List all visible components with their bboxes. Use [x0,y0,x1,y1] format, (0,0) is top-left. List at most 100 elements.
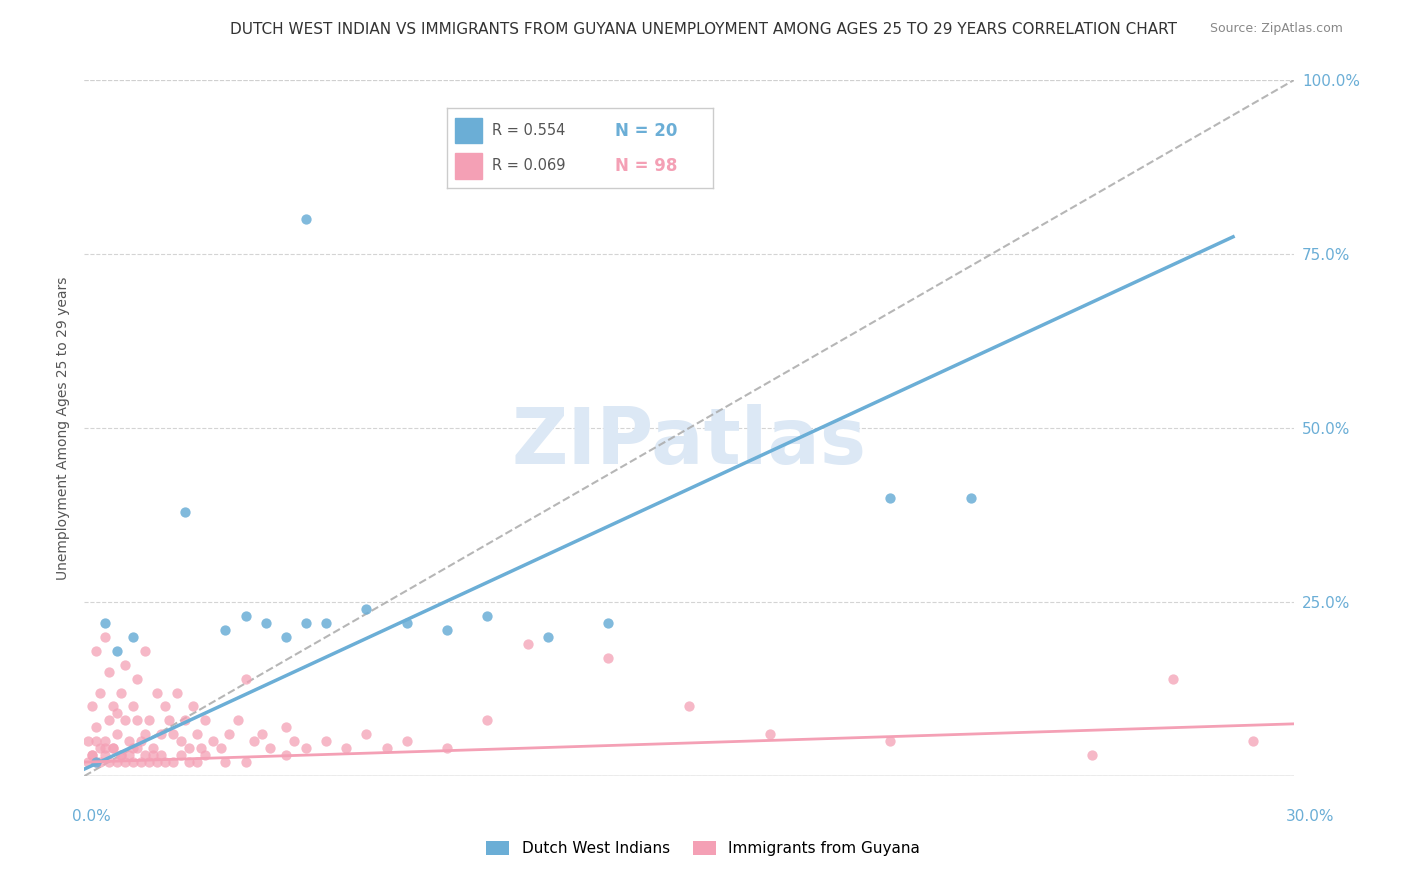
Text: 0.0%: 0.0% [72,809,111,823]
Point [125,672,148,686]
Point [179,755,201,769]
Bar [456,118,482,144]
Point [149,727,172,741]
Point [93,734,115,748]
Point [194,748,217,763]
Point [295,615,318,630]
Point [879,734,901,748]
Point [202,734,225,748]
Bar [456,153,482,178]
Point [395,734,418,748]
Point [235,672,257,686]
Point [186,727,208,741]
Point [254,615,277,630]
Point [125,741,148,756]
Point [315,615,337,630]
Point [105,755,128,769]
Text: R = 0.069: R = 0.069 [492,158,565,173]
Point [250,727,273,741]
Point [77,734,100,748]
Point [129,734,152,748]
Point [121,755,143,769]
Point [170,748,193,763]
Text: DUTCH WEST INDIAN VS IMMIGRANTS FROM GUYANA UNEMPLOYMENT AMONG AGES 25 TO 29 YEA: DUTCH WEST INDIAN VS IMMIGRANTS FROM GUY… [229,22,1177,37]
Point [86,720,108,734]
Point [516,637,538,651]
Point [114,657,136,672]
Point [375,741,398,756]
Point [477,609,499,624]
Point [97,714,120,728]
Point [129,755,152,769]
Point [114,714,136,728]
Point [82,748,104,763]
Point [335,741,357,756]
Point [179,741,201,756]
Point [97,755,120,769]
Point [170,734,193,748]
Point [166,685,188,699]
Point [315,734,337,748]
Point [93,630,115,644]
Point [77,755,100,769]
Point [125,714,148,728]
Text: R = 0.554: R = 0.554 [492,123,565,138]
Point [86,755,108,769]
Point [295,212,318,227]
Point [118,734,141,748]
Point [89,741,111,756]
Point [121,741,143,756]
Point [226,714,249,728]
Point [395,615,418,630]
Point [86,644,108,658]
Point [105,644,128,658]
Point [477,714,499,728]
Point [537,630,560,644]
Point [181,699,204,714]
Point [598,615,620,630]
Point [134,748,156,763]
Point [142,741,165,756]
Point [218,727,240,741]
Point [1241,734,1264,748]
Point [105,727,128,741]
Point [105,706,128,721]
Point [295,741,318,756]
Point [274,720,297,734]
Point [283,734,305,748]
Point [93,615,115,630]
Point [82,699,104,714]
Point [598,650,620,665]
Point [138,714,160,728]
Point [1081,748,1104,763]
Point [86,734,108,748]
Point [356,727,378,741]
Point [153,699,176,714]
Text: N = 98: N = 98 [614,157,678,175]
Point [214,755,236,769]
Point [110,748,132,763]
Point [174,714,197,728]
Text: N = 20: N = 20 [614,121,678,139]
Point [86,755,108,769]
Point [146,685,169,699]
Point [1161,672,1184,686]
Point [162,727,184,741]
Point [678,699,700,714]
Point [436,741,458,756]
Point [274,748,297,763]
Point [960,491,983,505]
Point [153,755,176,769]
Point [93,741,115,756]
Point [174,505,197,519]
Point [97,665,120,679]
Point [114,755,136,769]
Y-axis label: Unemployment Among Ages 25 to 29 years: Unemployment Among Ages 25 to 29 years [56,277,70,580]
Text: ZIPatlas: ZIPatlas [512,404,866,480]
Point [101,699,124,714]
Text: Source: ZipAtlas.com: Source: ZipAtlas.com [1209,22,1343,36]
Point [209,741,232,756]
Point [356,602,378,616]
Point [121,630,143,644]
Point [93,748,115,763]
